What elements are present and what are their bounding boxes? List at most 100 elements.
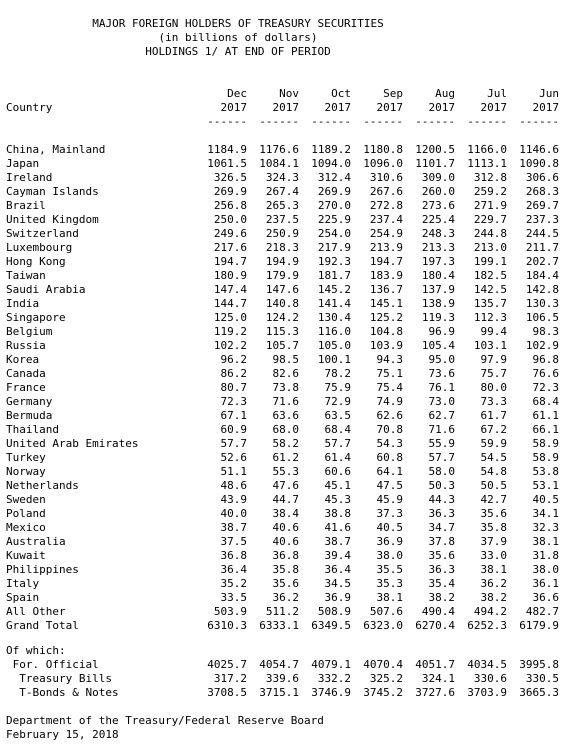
table-row: Thailand 60.9 68.0 68.4 70.8 71.6 67.2 66.1 (0, 423, 568, 437)
row-label: United Kingdom (6, 213, 99, 226)
table-row: United Kingdom 250.0 237.5 225.9 237.4 225.4 2… (0, 213, 568, 227)
value-cell: 38.1 (480, 563, 508, 576)
table-row: Turkey 52.6 61.2 61.4 60.8 57.7 54.5 58.9 (0, 451, 568, 465)
row-label: Kuwait (6, 549, 46, 562)
value-cell: 38.7 (324, 535, 352, 548)
value-cell: 309.0 (421, 171, 455, 184)
value-cell: 6333.1 (259, 619, 299, 632)
row-label: Norway (6, 465, 46, 478)
value-cell: 194.7 (213, 255, 247, 268)
value-cell: 57.7 (324, 437, 352, 450)
value-cell: 272.8 (369, 199, 403, 212)
row-label: For. Official (6, 658, 99, 671)
value-cell: 503.9 (213, 605, 247, 618)
of-which-row: T-Bonds & Notes 3708.5 3715.1 3746.9 3745.2 3… (0, 686, 568, 700)
value-cell: 35.2 (220, 577, 248, 590)
value-cell: 34.5 (324, 577, 352, 590)
value-cell: 54.5 (480, 451, 508, 464)
row-label: Korea (6, 353, 40, 366)
value-cell: 33.0 (480, 549, 508, 562)
value-cell: 52.6 (220, 451, 248, 464)
value-cell: 4034.5 (467, 658, 507, 671)
value-cell: 145.2 (317, 283, 351, 296)
row-label: Of which: (6, 644, 66, 657)
value-cell: 71.6 (428, 423, 456, 436)
value-cell: 36.9 (324, 591, 352, 604)
row-label: All Other (6, 605, 66, 618)
value-cell: 237.4 (369, 213, 403, 226)
row-label: Australia (6, 535, 66, 548)
table-row: Saudi Arabia 147.4 147.6 145.2 136.7 137.9 142… (0, 283, 568, 297)
value-cell: 35.6 (480, 507, 508, 520)
value-cell: 2017 (428, 101, 456, 114)
value-cell: ------ (311, 115, 351, 128)
value-cell: 36.9 (376, 535, 404, 548)
row-label: France (6, 381, 46, 394)
table-row: Germany 72.3 71.6 72.9 74.9 73.0 73.3 68.4 (0, 395, 568, 409)
value-cell: 72.9 (324, 395, 352, 408)
value-cell: 38.0 (376, 549, 404, 562)
value-cell: Aug (435, 87, 455, 100)
value-cell: 80.0 (480, 381, 508, 394)
value-cell: Nov (279, 87, 299, 100)
row-label: Sweden (6, 493, 46, 506)
value-cell: 40.6 (272, 535, 300, 548)
value-cell: 237.5 (265, 213, 299, 226)
table-row: Norway 51.1 55.3 60.6 64.1 58.0 54.8 53.8 (0, 465, 568, 479)
value-cell: 180.9 (213, 269, 247, 282)
value-cell: 38.2 (428, 591, 456, 604)
row-label: Thailand (6, 423, 59, 436)
value-cell: 97.9 (480, 353, 508, 366)
value-cell: Sep (383, 87, 403, 100)
row-label: Bermuda (6, 409, 53, 422)
value-cell: 1094.0 (311, 157, 351, 170)
value-cell: 2017 (220, 101, 248, 114)
value-cell: 76.6 (532, 367, 560, 380)
value-cell: 38.1 (376, 591, 404, 604)
value-cell: 47.6 (272, 479, 300, 492)
value-cell: 237.3 (525, 213, 559, 226)
value-cell: 3995.8 (519, 658, 559, 671)
value-cell: 136.7 (369, 283, 403, 296)
value-cell: 254.9 (369, 227, 403, 240)
table-row: Bermuda 67.1 63.6 63.5 62.6 62.7 61.7 61.1 (0, 409, 568, 423)
value-cell: 2017 (480, 101, 508, 114)
value-cell: 115.3 (265, 325, 299, 338)
value-cell: 39.4 (324, 549, 352, 562)
value-cell: 1200.5 (415, 143, 455, 156)
value-cell: 105.4 (421, 339, 455, 352)
table-row: Japan 1061.5 1084.1 1094.0 1096.0 1101.7 1113.… (0, 157, 568, 171)
row-label: Taiwan (6, 269, 46, 282)
value-cell: 312.4 (317, 171, 351, 184)
value-cell: 125.2 (369, 311, 403, 324)
value-cell: 40.5 (376, 521, 404, 534)
value-cell: 36.1 (532, 577, 560, 590)
value-cell: 130.3 (525, 297, 559, 310)
value-cell: 270.0 (317, 199, 351, 212)
value-cell: 332.2 (317, 672, 351, 685)
value-cell: 324.1 (421, 672, 455, 685)
value-cell: 273.6 (421, 199, 455, 212)
value-cell: 317.2 (213, 672, 247, 685)
value-cell: 60.8 (376, 451, 404, 464)
value-cell: 147.6 (265, 283, 299, 296)
table-row: Sweden 43.9 44.7 45.3 45.9 44.3 42.7 40.5 (0, 493, 568, 507)
value-cell: 140.8 (265, 297, 299, 310)
value-cell: 116.0 (317, 325, 351, 338)
table-row: Switzerland 249.6 250.9 254.0 254.9 248.3 244.… (0, 227, 568, 241)
value-cell: 63.5 (324, 409, 352, 422)
row-label: Russia (6, 339, 46, 352)
value-cell: 181.7 (317, 269, 351, 282)
value-cell: 1084.1 (259, 157, 299, 170)
value-cell: 180.4 (421, 269, 455, 282)
value-cell: ------ (467, 115, 507, 128)
value-cell: 490.4 (421, 605, 455, 618)
table-row: Luxembourg 217.6 218.3 217.9 213.9 213.3 213.0… (0, 241, 568, 255)
value-cell: 38.7 (220, 521, 248, 534)
value-cell: 324.3 (265, 171, 299, 184)
value-cell: 68.0 (272, 423, 300, 436)
value-cell: 82.6 (272, 367, 300, 380)
value-cell: 45.1 (324, 479, 352, 492)
value-cell: 38.4 (272, 507, 300, 520)
value-cell: 2017 (376, 101, 404, 114)
